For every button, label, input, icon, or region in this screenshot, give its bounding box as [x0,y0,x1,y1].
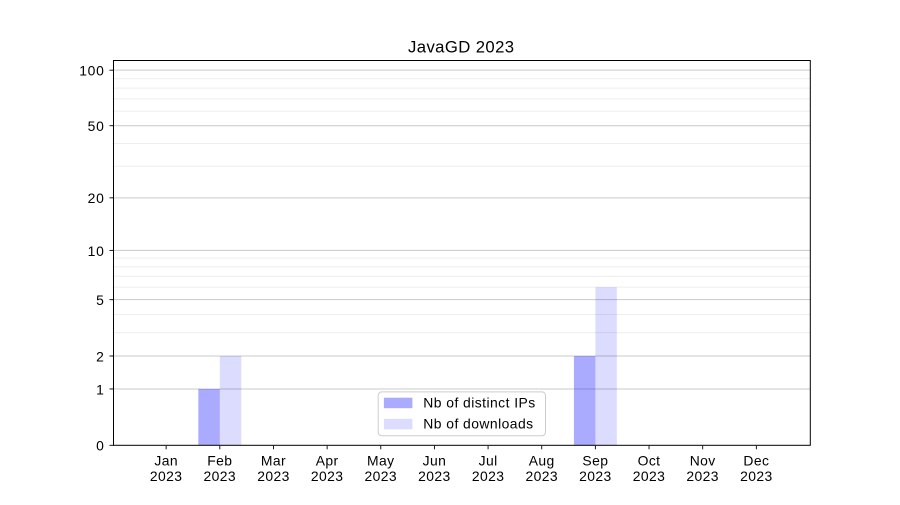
svg-text:2023: 2023 [525,468,558,484]
svg-text:2023: 2023 [633,468,666,484]
svg-text:Nb of distinct IPs: Nb of distinct IPs [423,395,535,411]
svg-text:2023: 2023 [686,468,719,484]
svg-text:10: 10 [88,243,105,259]
svg-text:Oct: Oct [638,453,661,469]
svg-text:Mar: Mar [261,453,286,469]
svg-text:20: 20 [88,190,105,206]
svg-text:5: 5 [96,292,104,308]
svg-text:2023: 2023 [740,468,773,484]
svg-text:1: 1 [96,381,104,397]
svg-text:Sep: Sep [582,453,608,469]
svg-text:2023: 2023 [150,468,183,484]
svg-text:Feb: Feb [207,453,232,469]
svg-text:2023: 2023 [365,468,398,484]
svg-text:Dec: Dec [743,453,769,469]
svg-text:Apr: Apr [316,453,339,469]
svg-text:May: May [367,453,394,469]
svg-text:2023: 2023 [257,468,290,484]
svg-text:2: 2 [96,348,104,364]
svg-text:JavaGD 2023: JavaGD 2023 [408,38,514,57]
svg-text:Aug: Aug [529,453,555,469]
svg-text:50: 50 [88,118,105,134]
svg-text:2023: 2023 [579,468,612,484]
svg-text:Nov: Nov [690,453,716,469]
svg-text:2023: 2023 [311,468,344,484]
svg-text:Jun: Jun [423,453,447,469]
svg-text:100: 100 [79,63,104,79]
svg-text:0: 0 [96,438,104,454]
svg-text:2023: 2023 [418,468,451,484]
svg-text:Nb of downloads: Nb of downloads [423,416,533,432]
svg-text:Jul: Jul [479,453,498,469]
svg-text:Jan: Jan [154,453,178,469]
svg-text:2023: 2023 [204,468,237,484]
svg-text:2023: 2023 [472,468,505,484]
